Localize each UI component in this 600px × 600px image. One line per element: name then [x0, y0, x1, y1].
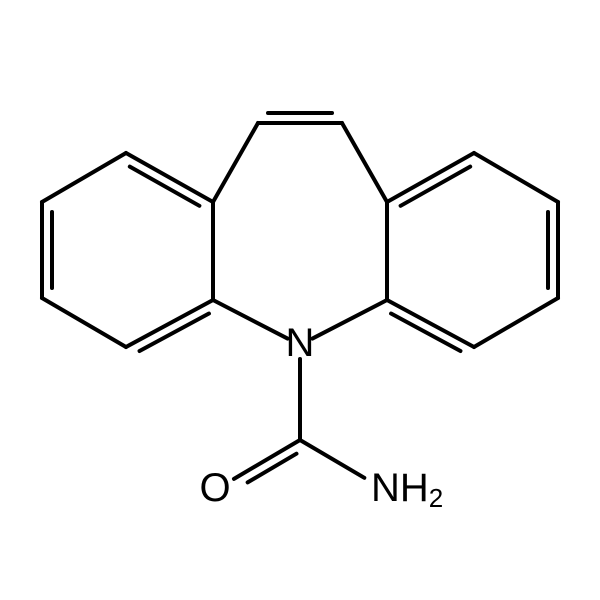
bond — [474, 153, 558, 202]
bond — [387, 153, 474, 202]
atom-label: NH2 — [371, 466, 443, 513]
bond — [213, 123, 258, 202]
bond — [42, 153, 126, 202]
bond — [300, 440, 364, 478]
atom-label: O — [199, 466, 230, 510]
bond — [42, 298, 126, 347]
bond — [387, 300, 474, 347]
bond — [342, 123, 387, 202]
atom-label: N — [286, 321, 315, 365]
bond — [126, 153, 213, 202]
chemical-structure-diagram: N O NH2 — [0, 0, 600, 600]
bond — [312, 300, 387, 339]
bond — [213, 300, 288, 339]
bond — [474, 298, 558, 347]
bond — [126, 300, 213, 347]
